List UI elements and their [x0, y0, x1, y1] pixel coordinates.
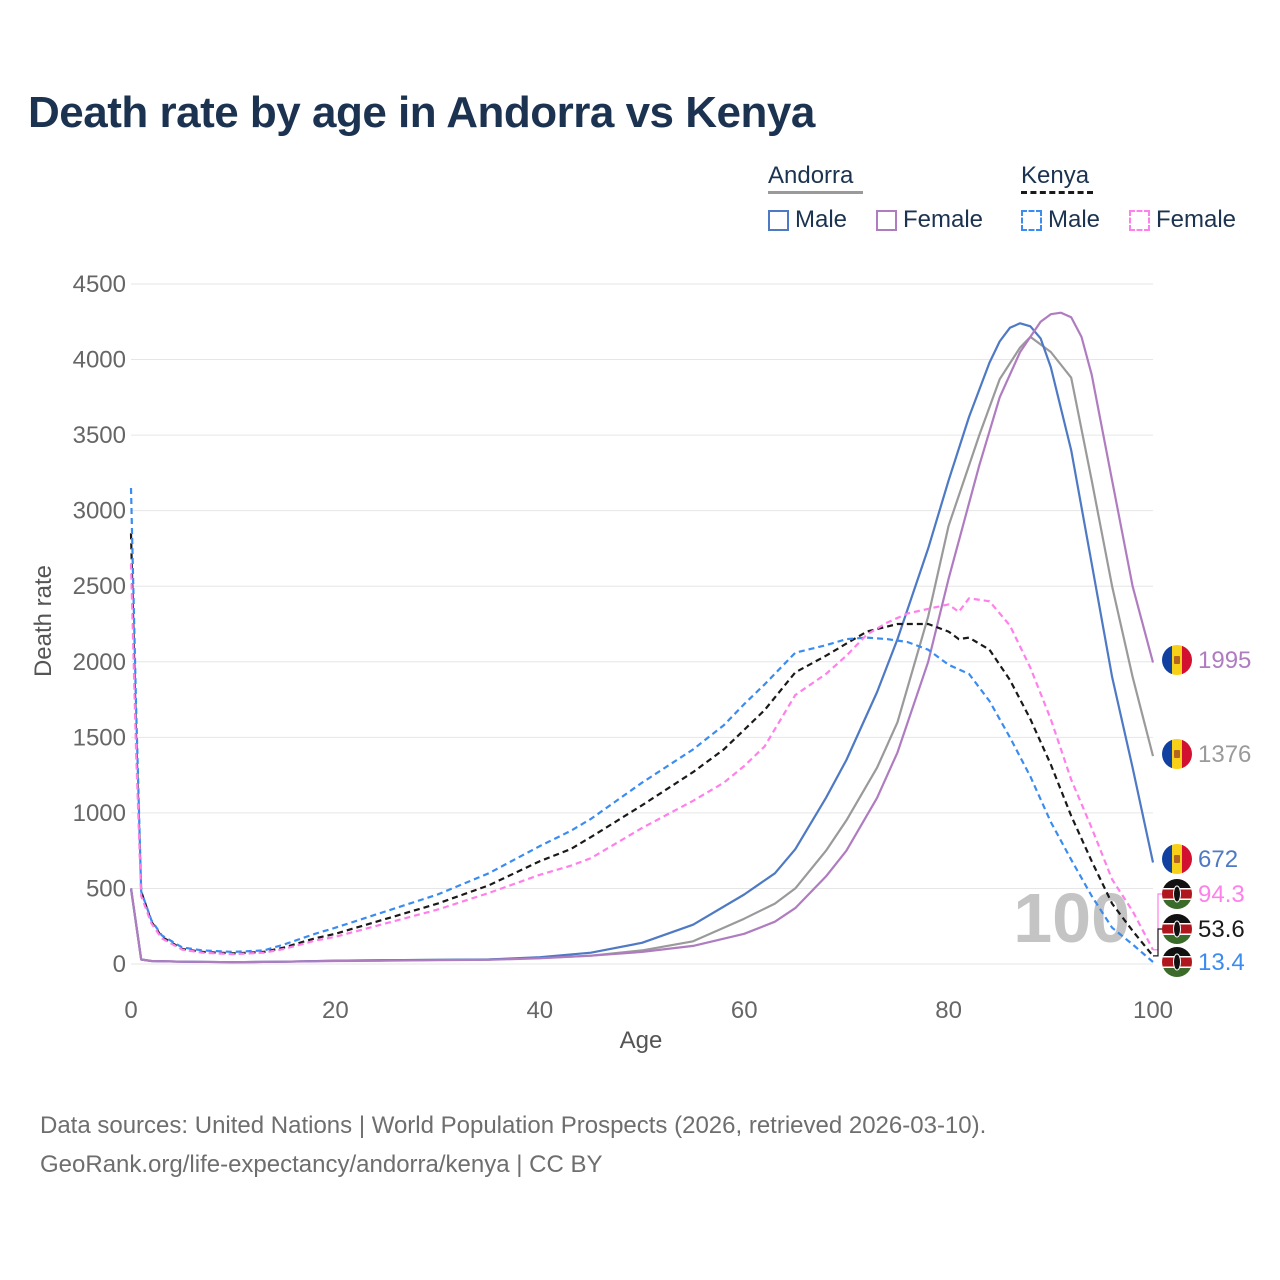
x-axis-label: Age [620, 1027, 663, 1054]
end-label-connector [1153, 893, 1163, 951]
x-tick-label: 40 [526, 997, 553, 1024]
end-label-connector [1153, 928, 1163, 957]
end-label-andorra_total: 1376 [1162, 739, 1251, 769]
y-tick-label: 2000 [73, 649, 126, 676]
y-tick-label: 0 [113, 951, 126, 978]
footer-link[interactable]: GeoRank.org/life-expectancy/andorra/keny… [40, 1151, 603, 1178]
y-tick-label: 4500 [73, 271, 126, 298]
andorra-flag-icon [1162, 645, 1192, 675]
legend-group-label: Kenya [1021, 162, 1090, 189]
legend-swatch [876, 209, 897, 231]
end-label-value: 1376 [1198, 741, 1251, 768]
end-label-kenya_male: 13.4 [1162, 947, 1245, 977]
grid [131, 283, 1153, 965]
x-tick-label: 0 [124, 997, 137, 1024]
legend-andorra-line [768, 191, 863, 194]
year-watermark: 100 [1013, 879, 1130, 957]
axis-ticks: 0 500 1000 1500 2000 2500 3000 3500 4000 4500 0 20 4… [73, 271, 1173, 1024]
legend-swatch [1129, 209, 1150, 231]
y-tick-label: 3500 [73, 422, 126, 449]
y-tick-label: 1500 [73, 724, 126, 751]
legend-swatch [1021, 209, 1042, 231]
end-label-value: 13.4 [1198, 949, 1245, 976]
x-tick-label: 60 [731, 997, 758, 1024]
end-label-andorra_male: 672 [1162, 844, 1238, 874]
legend-item-label: Female [1156, 206, 1237, 233]
x-tick-label: 100 [1133, 997, 1173, 1024]
legend-item-label: Male [1048, 206, 1101, 233]
kenya-flag-icon [1162, 947, 1192, 977]
end-label-kenya_total: 53.6 [1153, 914, 1245, 957]
end-label-value: 672 [1198, 846, 1238, 873]
footer-sources: Data sources: United Nations | World Pop… [40, 1112, 987, 1139]
end-label-kenya_female: 94.3 [1153, 879, 1245, 951]
y-tick-label: 1000 [73, 800, 126, 827]
y-tick-label: 3000 [73, 498, 126, 525]
legend-kenya-line [1021, 191, 1093, 194]
series-line-kenya_male [129, 487, 1154, 963]
legend-group-andorra: Andorra [768, 162, 863, 194]
series-line-andorra_female [129, 311, 1155, 964]
end-label-value: 1995 [1198, 647, 1251, 674]
legend-item-label: Female [903, 206, 984, 233]
legend-group-kenya: Kenya [1021, 162, 1093, 194]
series-line-kenya_female [129, 563, 1154, 956]
end-label-andorra_female: 1995 [1162, 645, 1251, 675]
series-line-kenya_total [129, 533, 1154, 957]
kenya-flag-icon [1162, 914, 1192, 944]
end-label-value: 53.6 [1198, 916, 1245, 943]
footer: Data sources: United Nations | World Pop… [40, 1106, 986, 1184]
legend-swatch [768, 209, 789, 231]
legend-item-label: Male [795, 206, 848, 233]
legend-item-kenya-male[interactable]: Male [1021, 206, 1100, 234]
end-labels: 1995 1376 672 94.3 53.6 13.4 [1153, 645, 1251, 977]
x-tick-label: 80 [935, 997, 962, 1024]
series-lines [129, 311, 1155, 964]
y-tick-label: 2500 [73, 573, 126, 600]
legend-item-kenya-female[interactable]: Female [1129, 206, 1236, 234]
y-axis-label: Death rate [30, 565, 57, 677]
series-line-andorra_male [129, 322, 1155, 964]
chart-title: Death rate by age in Andorra vs Kenya [28, 88, 815, 137]
end-label-value: 94.3 [1198, 881, 1245, 908]
legend-group-label: Andorra [768, 162, 854, 189]
chart-canvas: 100 050010001500200025003000350040004500… [30, 271, 1251, 1054]
y-tick-label: 500 [86, 875, 126, 902]
series-line-andorra_total [129, 335, 1155, 964]
andorra-flag-icon [1162, 739, 1192, 769]
kenya-flag-icon [1162, 879, 1192, 909]
andorra-flag-icon [1162, 844, 1192, 874]
legend-item-andorra-male[interactable]: Male [768, 206, 847, 234]
legend-item-andorra-female[interactable]: Female [876, 206, 983, 234]
y-tick-label: 4000 [73, 347, 126, 374]
x-tick-label: 20 [322, 997, 349, 1024]
